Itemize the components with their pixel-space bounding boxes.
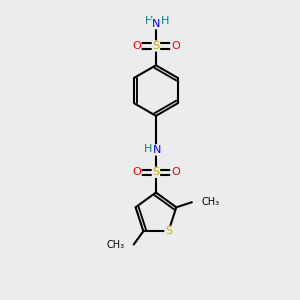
Text: CH₃: CH₃ <box>201 197 220 207</box>
Text: O: O <box>171 41 180 51</box>
Text: H: H <box>143 143 152 154</box>
Text: H: H <box>161 16 169 26</box>
Text: O: O <box>132 41 141 51</box>
Text: O: O <box>132 167 141 177</box>
Text: O: O <box>171 167 180 177</box>
Text: H: H <box>145 16 154 26</box>
Text: S: S <box>165 226 172 236</box>
Text: CH₃: CH₃ <box>107 240 125 250</box>
Text: N: N <box>153 145 162 155</box>
Text: N: N <box>152 19 160 29</box>
Text: S: S <box>152 41 160 51</box>
Text: S: S <box>152 167 160 177</box>
